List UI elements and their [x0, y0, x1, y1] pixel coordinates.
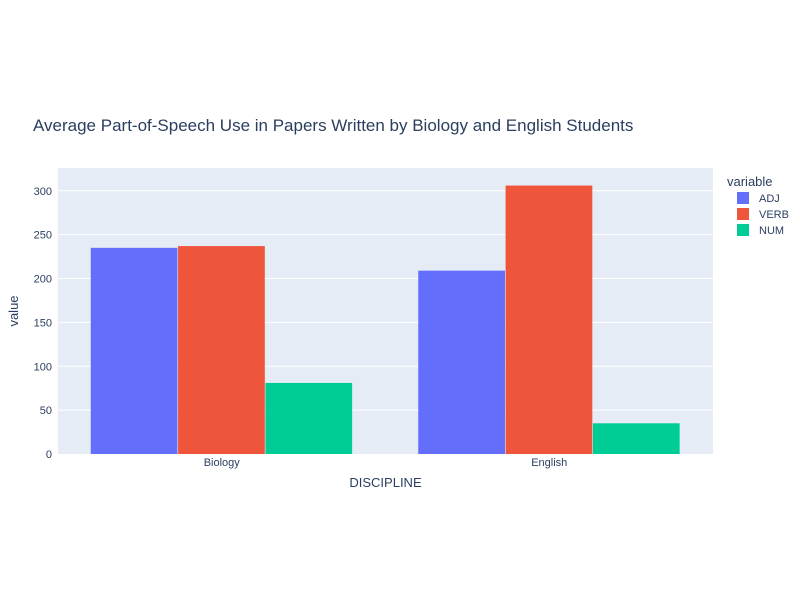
- legend-title: variable: [727, 174, 773, 189]
- y-tick-label: 250: [34, 230, 52, 242]
- x-tick-label: Biology: [204, 457, 241, 469]
- bar-num-english: [592, 423, 680, 454]
- bar-verb-biology: [178, 246, 265, 454]
- legend-label-verb: VERB: [759, 209, 789, 221]
- y-tick-label: 50: [40, 405, 52, 417]
- y-axis-ticks: 0 50 100 150 200 250 300: [34, 186, 52, 461]
- y-axis-title: value: [6, 295, 21, 326]
- chart-title: Average Part-of-Speech Use in Papers Wri…: [33, 116, 633, 135]
- legend-label-adj: ADJ: [759, 193, 780, 205]
- bar-verb-english: [505, 185, 593, 454]
- y-tick-label: 200: [34, 274, 52, 286]
- legend-label-num: NUM: [759, 225, 784, 237]
- legend-swatch-verb: [737, 208, 749, 220]
- legend-swatch-num: [737, 224, 749, 236]
- y-tick-label: 150: [34, 317, 52, 329]
- bar-num-biology: [265, 382, 353, 454]
- x-axis-ticks: Biology English: [204, 457, 568, 469]
- bars: [90, 185, 680, 454]
- legend-swatch-adj: [737, 192, 749, 204]
- y-tick-label: 0: [46, 449, 52, 461]
- x-tick-label: English: [531, 457, 567, 469]
- bar-adj-english: [418, 270, 505, 454]
- legend: variable ADJ VERB NUM: [727, 174, 789, 237]
- bar-adj-biology: [90, 247, 178, 454]
- y-tick-label: 300: [34, 186, 52, 198]
- x-axis-title: DISCIPLINE: [349, 475, 422, 490]
- y-tick-label: 100: [34, 361, 52, 373]
